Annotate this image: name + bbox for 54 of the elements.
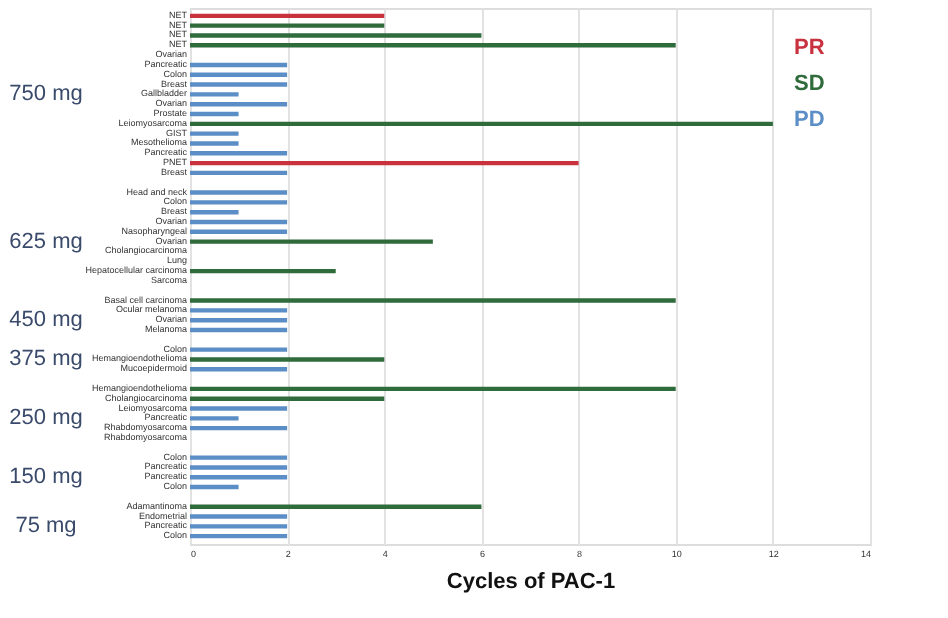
bar [190,62,288,68]
bar [190,484,239,490]
bar [190,151,288,156]
bar [190,131,239,136]
bar [190,229,288,235]
bar [190,524,288,529]
bar [190,475,288,480]
bar [190,102,288,107]
bar [190,406,288,411]
bar [190,367,288,372]
bar [190,92,239,97]
text: PD [794,108,825,132]
bar [190,43,676,48]
bar [190,33,482,38]
bar [190,111,239,117]
bar [190,121,773,127]
text: 625 mg [9,229,83,254]
bar [190,200,288,205]
bar [190,219,288,225]
bar [190,298,676,303]
text: 750 mg [9,82,83,107]
bar [190,347,288,352]
bar [190,308,288,313]
bar [190,317,288,323]
text: PR [794,36,825,60]
bar [190,416,239,421]
text: 150 mg [9,465,83,490]
text: 450 mg [9,308,83,333]
bar [190,386,676,392]
bar [190,533,288,539]
bar [190,327,288,333]
bar [190,141,239,146]
bar [190,13,385,19]
bar [190,239,433,244]
bar [190,425,288,431]
bar [190,514,288,519]
bar [190,160,579,166]
bar [190,455,288,460]
text: 375 mg [9,347,83,372]
bar [190,190,288,195]
bar [190,357,385,362]
bar [190,396,385,401]
bar [190,23,385,28]
bar [190,170,288,176]
x-axis-title: Cycles of PAC-1 [446,570,616,594]
text: 250 mg [9,406,83,431]
series-label: SD [794,72,825,96]
bar [190,504,482,509]
bar [190,72,288,77]
text: 75 mg [15,514,77,539]
bar [190,465,288,470]
bar [190,268,336,274]
bar [190,209,239,215]
bar [190,82,288,87]
